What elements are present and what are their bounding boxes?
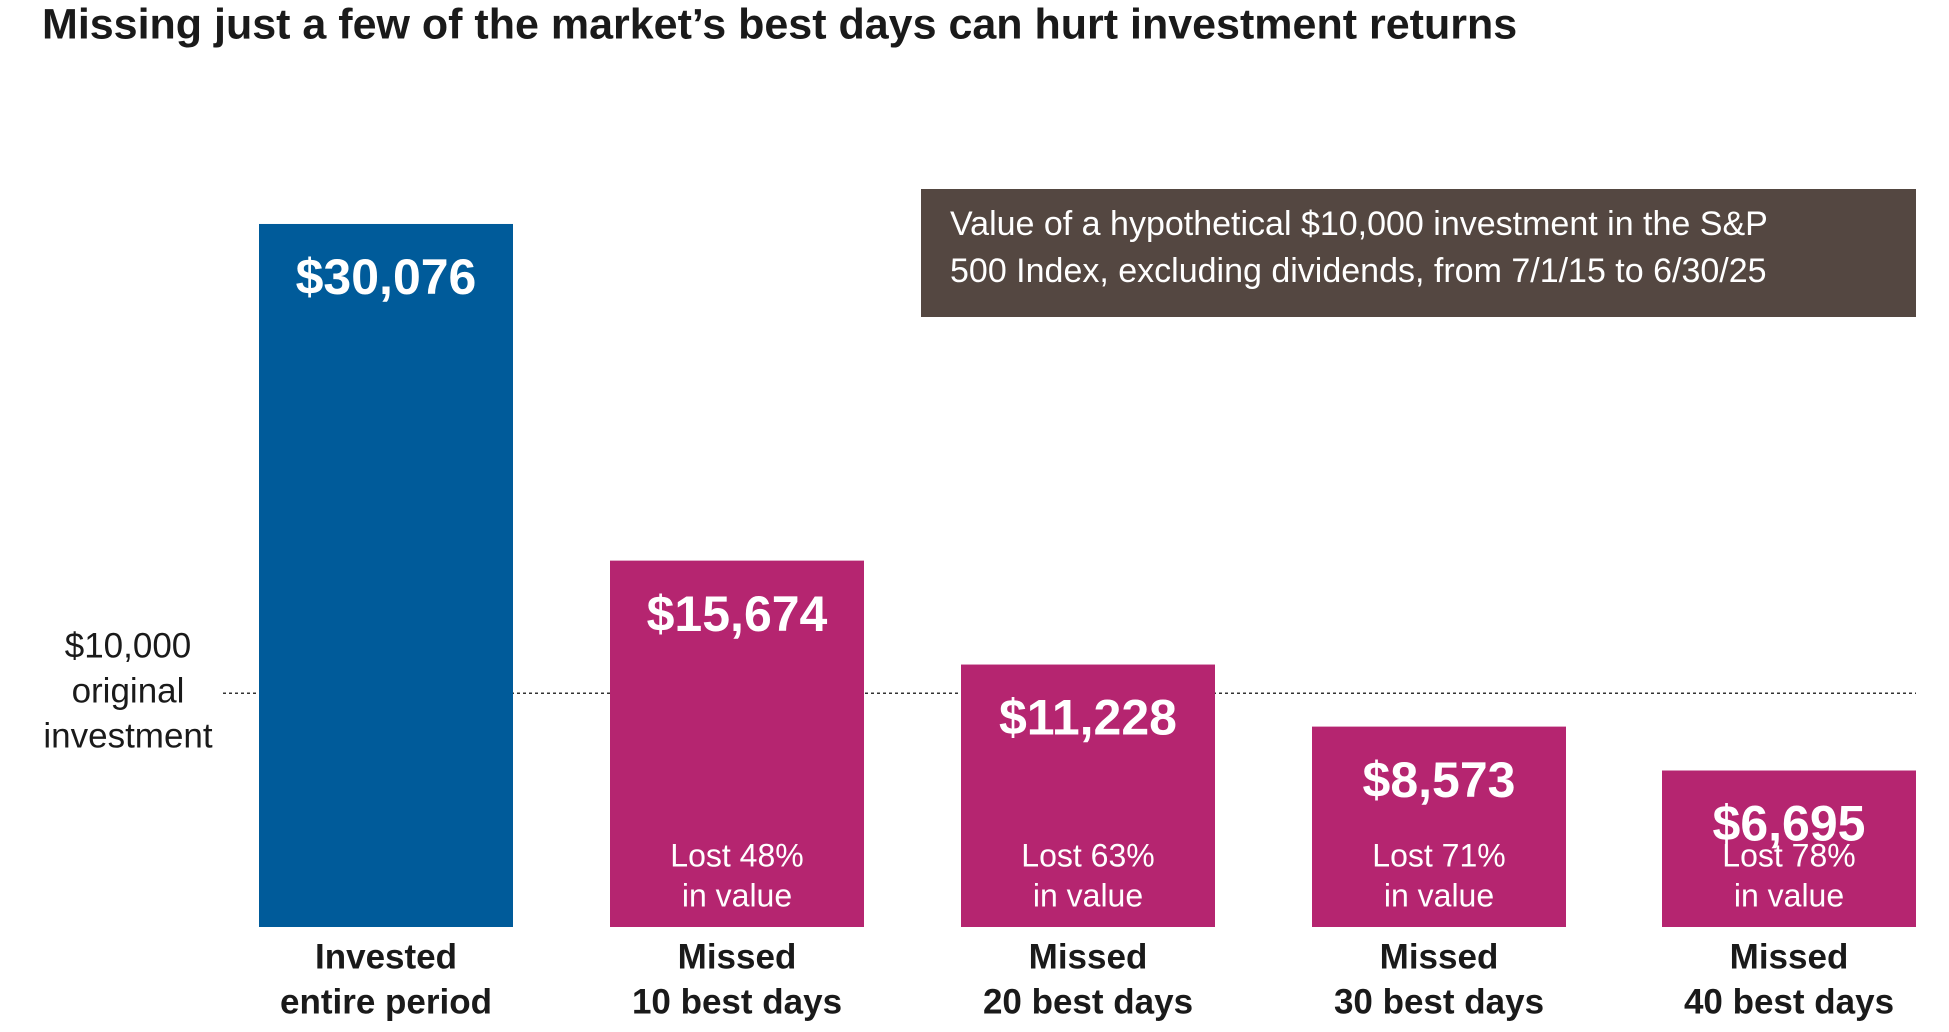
x-tick-label: 20 best days <box>983 982 1193 1021</box>
reference-label: original <box>72 672 185 711</box>
bar <box>1662 770 1916 927</box>
bar <box>610 560 864 927</box>
value-label: $15,674 <box>647 586 828 642</box>
value-label: $11,228 <box>999 690 1177 746</box>
note-box <box>921 189 1916 317</box>
x-tick-label: 10 best days <box>632 982 842 1021</box>
bar-annotation: Lost 63% <box>1021 837 1154 873</box>
reference-label: investment <box>43 717 213 756</box>
bar <box>961 664 1215 927</box>
bar-annotation: Lost 71% <box>1372 837 1505 873</box>
bar <box>1312 726 1566 927</box>
x-tick-label: Missed <box>1380 937 1499 976</box>
bar-annotation: in value <box>1384 877 1494 913</box>
bar <box>259 223 513 927</box>
x-tick-label: 30 best days <box>1334 982 1544 1021</box>
x-tick-label: Missed <box>1029 937 1148 976</box>
x-tick-label: 40 best days <box>1684 982 1894 1021</box>
value-label: $6,695 <box>1713 796 1866 852</box>
reference-label: $10,000 <box>65 627 192 666</box>
x-tick-label: entire period <box>280 982 492 1021</box>
value-label: $30,076 <box>296 249 477 305</box>
x-tick-label: Missed <box>1730 937 1849 976</box>
x-tick-label: Missed <box>678 937 797 976</box>
bar-annotation: Lost 78% <box>1722 837 1855 873</box>
note-text: 500 Index, excluding dividends, from 7/1… <box>950 252 1767 290</box>
chart-title: Missing just a few of the market’s best … <box>42 0 1517 48</box>
bar-annotation: in value <box>1033 877 1143 913</box>
bar-annotation: in value <box>1734 877 1844 913</box>
bar-annotation: in value <box>682 877 792 913</box>
x-tick-label: Invested <box>315 937 457 976</box>
bar-annotation: Lost 48% <box>670 837 803 873</box>
value-label: $8,573 <box>1363 752 1516 808</box>
note-text: Value of a hypothetical $10,000 investme… <box>950 205 1768 243</box>
